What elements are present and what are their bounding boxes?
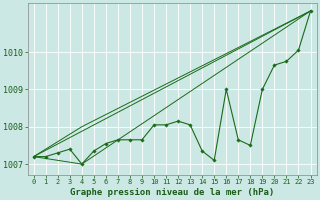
X-axis label: Graphe pression niveau de la mer (hPa): Graphe pression niveau de la mer (hPa)	[70, 188, 274, 197]
